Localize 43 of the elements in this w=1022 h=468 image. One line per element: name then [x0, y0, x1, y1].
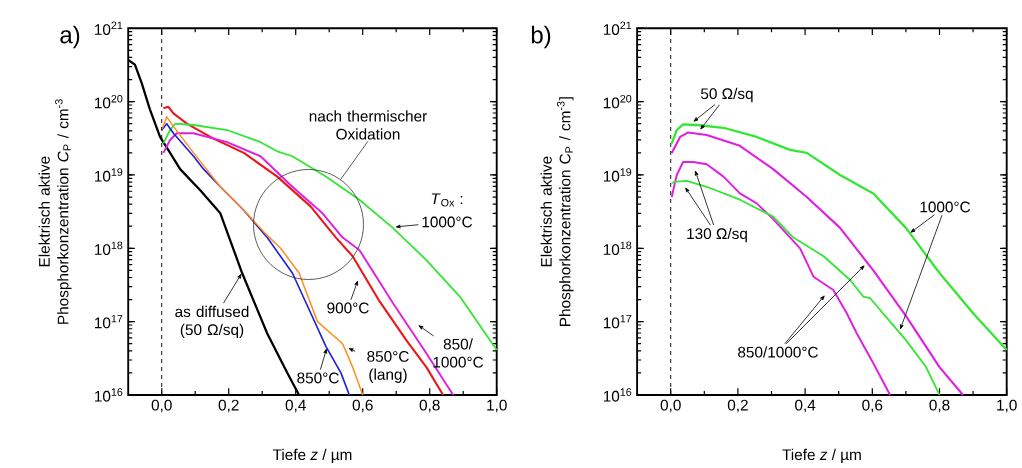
- x-tick-label: 1,0: [487, 399, 507, 413]
- annotation: 50 Ω/sq: [700, 87, 753, 103]
- x-tick-label: 0,8: [419, 399, 440, 413]
- y-tick-label: 10$^{21}$: [603, 21, 632, 36]
- annotation: 1000°C: [920, 201, 971, 213]
- x-tick-label: 0,0: [151, 399, 172, 413]
- annotation: 130 Ω/sq: [687, 227, 747, 243]
- annotation: 1000°C: [422, 216, 473, 228]
- x-tick-label: 1,0: [997, 399, 1017, 413]
- y-tick-label: 10$^{21}$: [95, 21, 123, 36]
- y-tick-label: 10$^{19}$: [603, 168, 632, 182]
- y-tick-label: 10$^{20}$: [95, 94, 123, 109]
- y-tick-label: 10$^{17}$: [603, 314, 632, 329]
- annotation: as diffused (50 Ω/sq): [175, 305, 249, 339]
- annotation: 900°C: [327, 302, 369, 314]
- y-tick-label: 10$^{17}$: [95, 314, 123, 329]
- y-tick-label: 10$^{16}$: [95, 388, 123, 402]
- y-tick-label: 10$^{18}$: [603, 241, 632, 256]
- x-tick-label: 0,6: [352, 399, 373, 413]
- x-axis-title: Tiefe z / µm: [272, 448, 352, 464]
- x-tick-label: 0,4: [285, 399, 306, 413]
- x-tick-label: 0,6: [862, 399, 883, 413]
- y-tick-label: 10$^{20}$: [603, 94, 632, 109]
- annotation: 850°C: [297, 372, 339, 384]
- y-tick-label: 10$^{18}$: [95, 241, 123, 256]
- y-tick-label: 10$^{19}$: [95, 168, 123, 182]
- chart-title: b): [531, 25, 551, 49]
- line-series: [670, 161, 892, 396]
- annotation: 850/1000°C: [738, 346, 818, 358]
- x-axis-title: Tiefe z / µm: [782, 448, 861, 464]
- annotation: T$_{Ox}$ :: [431, 193, 463, 207]
- annotation: nach thermischer Oxidation: [309, 110, 427, 140]
- x-tick-label: 0,0: [660, 399, 681, 413]
- x-tick-label: 0,2: [218, 399, 239, 413]
- x-tick-label: 0,2: [727, 399, 748, 413]
- line-series: [162, 122, 498, 351]
- y-tick-label: 10$^{16}$: [603, 388, 632, 402]
- annotation: 850/ 1000°C: [433, 338, 484, 368]
- x-tick-label: 0,4: [795, 399, 816, 413]
- annotation: 850°C (lang): [367, 351, 409, 383]
- chart-title: a): [60, 25, 80, 49]
- x-tick-label: 0,8: [929, 399, 950, 413]
- y-axis-title: Elektrisch aktive Phosphorkonzentration C$_{P}$ / cm$^{-3}$]: [540, 97, 574, 326]
